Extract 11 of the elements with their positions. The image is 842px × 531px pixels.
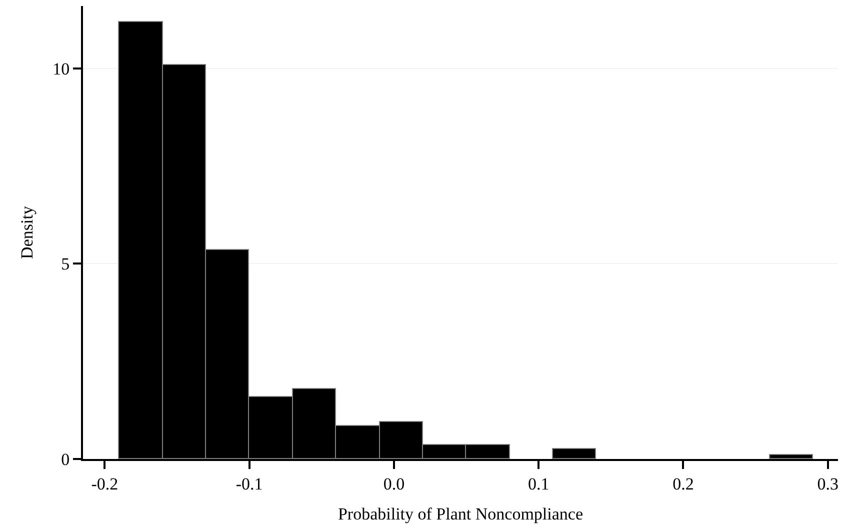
x-tick-label: 0.1	[528, 474, 550, 494]
y-tick-label: 0	[61, 450, 70, 469]
x-tick-label: -0.1	[236, 474, 263, 494]
y-tick-label: 5	[61, 254, 70, 274]
x-tick-label: 0.3	[817, 474, 839, 494]
x-axis-title: Probability of Plant Noncompliance	[338, 504, 584, 524]
x-tick-label: 0.2	[672, 474, 694, 494]
x-tick-label: -0.2	[91, 474, 118, 494]
y-axis-title: Density	[18, 206, 37, 259]
x-tick-label: 0.0	[383, 474, 405, 494]
y-tick-label: 10	[52, 59, 70, 78]
